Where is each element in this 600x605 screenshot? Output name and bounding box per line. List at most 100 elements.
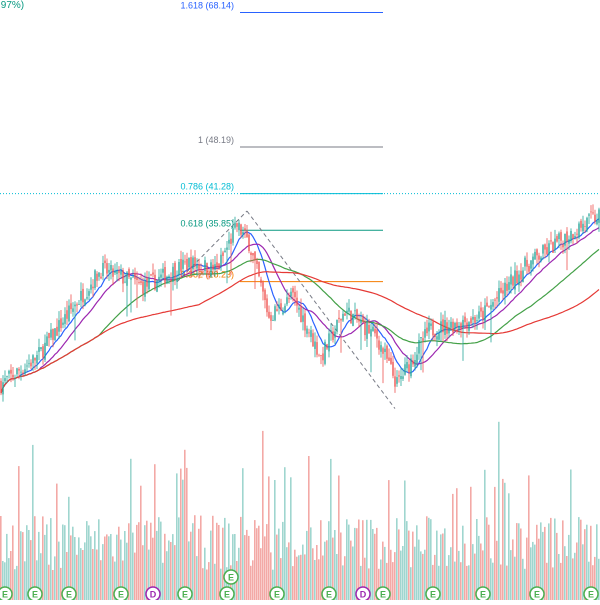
volume-bar — [134, 552, 136, 600]
volume-bar — [146, 520, 148, 600]
volume-bar — [28, 530, 30, 600]
candle-body — [596, 220, 598, 225]
volume-bar — [530, 547, 532, 600]
candle-body — [48, 333, 50, 339]
candle-body — [410, 358, 412, 377]
candle-body — [324, 341, 326, 364]
fibonacci-levels[interactable]: 1.618 (68.14) 1 (48.19) 0.786 (41.28) 0.618… — [180, 1, 383, 283]
volume-bar — [64, 525, 66, 600]
candle-body — [400, 376, 402, 380]
earnings-marker[interactable]: E — [61, 586, 77, 602]
candle-body — [192, 257, 194, 270]
volume-bar — [536, 524, 538, 600]
volume-bar — [184, 449, 186, 600]
candle-body — [338, 317, 340, 319]
earnings-marker[interactable]: E — [113, 586, 129, 602]
earnings-marker[interactable]: E — [223, 569, 239, 585]
volume-bar — [6, 533, 8, 600]
candle-body — [506, 283, 508, 291]
candle-body — [466, 322, 468, 329]
earnings-marker[interactable]: E — [321, 586, 337, 602]
volume-bar — [246, 529, 248, 600]
candle-body — [524, 257, 526, 267]
volume-bar — [174, 545, 176, 600]
candle-body — [262, 281, 264, 292]
earnings-marker[interactable]: E — [529, 586, 545, 602]
candle-body — [504, 282, 506, 297]
volume-bar — [464, 543, 466, 600]
candle-body — [396, 377, 398, 384]
volume-bar — [178, 517, 180, 600]
candle-body — [332, 331, 334, 340]
pattern-leg[interactable] — [176, 210, 248, 283]
earnings-marker[interactable]: E — [375, 586, 391, 602]
candle-body — [72, 308, 74, 312]
earnings-marker[interactable]: E — [269, 586, 285, 602]
volume-bar — [328, 521, 330, 600]
pattern-leg[interactable] — [246, 210, 396, 409]
volume-bar — [186, 467, 188, 600]
candle-body — [312, 333, 314, 347]
candle-body — [96, 273, 98, 281]
volume-bar — [194, 515, 196, 600]
candle-body — [76, 304, 78, 306]
candle-body — [548, 243, 550, 255]
volume-bar — [310, 527, 312, 600]
candle-body — [256, 260, 258, 264]
candle-body — [132, 276, 134, 278]
candle-body — [130, 277, 132, 280]
volume-bar — [172, 534, 174, 600]
dividend-marker[interactable]: D — [145, 586, 161, 602]
earnings-marker[interactable]: E — [177, 586, 193, 602]
volume-bar — [182, 479, 184, 600]
earnings-marker[interactable]: E — [219, 586, 235, 602]
volume-bar — [298, 555, 300, 600]
candle-body — [480, 307, 482, 312]
dividend-marker[interactable]: D — [355, 586, 371, 602]
candle-body — [558, 233, 560, 240]
volume-bar — [24, 561, 26, 600]
volume-bar — [318, 559, 320, 600]
candle-body — [544, 244, 546, 250]
candle-body — [514, 270, 516, 290]
volume-bar — [294, 549, 296, 600]
event-label: E — [480, 590, 486, 600]
earnings-marker[interactable]: E — [27, 586, 43, 602]
candle-body — [372, 326, 374, 332]
volume-bar — [32, 444, 34, 600]
candle-body — [232, 228, 234, 243]
earnings-marker[interactable]: E — [583, 586, 599, 602]
volume-bar — [254, 520, 256, 600]
candle-body — [102, 263, 104, 277]
candle-body — [476, 320, 478, 321]
earnings-marker[interactable]: E — [475, 586, 491, 602]
volume-bar — [356, 528, 358, 600]
volume-bar — [36, 560, 38, 600]
candle-body — [470, 318, 472, 324]
candle-body — [56, 326, 58, 336]
candle-body — [406, 362, 408, 369]
moving-averages — [0, 218, 600, 394]
volume-bar — [476, 519, 478, 600]
volume-layer — [0, 421, 600, 600]
earnings-marker[interactable]: E — [0, 586, 13, 602]
candle-body — [326, 344, 328, 349]
candle-body — [142, 281, 144, 294]
candle-body — [62, 322, 64, 325]
volume-bar — [248, 535, 250, 600]
candle-body — [270, 315, 272, 321]
volume-bar — [364, 557, 366, 600]
volume-bar — [44, 534, 46, 600]
volume-bar — [42, 516, 44, 600]
candle-body — [148, 278, 150, 290]
candle-body — [376, 329, 378, 339]
candle-body — [570, 230, 572, 242]
candle-body — [88, 291, 90, 296]
candle-body — [28, 363, 30, 365]
candle-body — [444, 320, 446, 335]
earnings-marker[interactable]: E — [425, 586, 441, 602]
candle-body — [152, 272, 154, 275]
pattern-drawing[interactable] — [176, 210, 396, 409]
